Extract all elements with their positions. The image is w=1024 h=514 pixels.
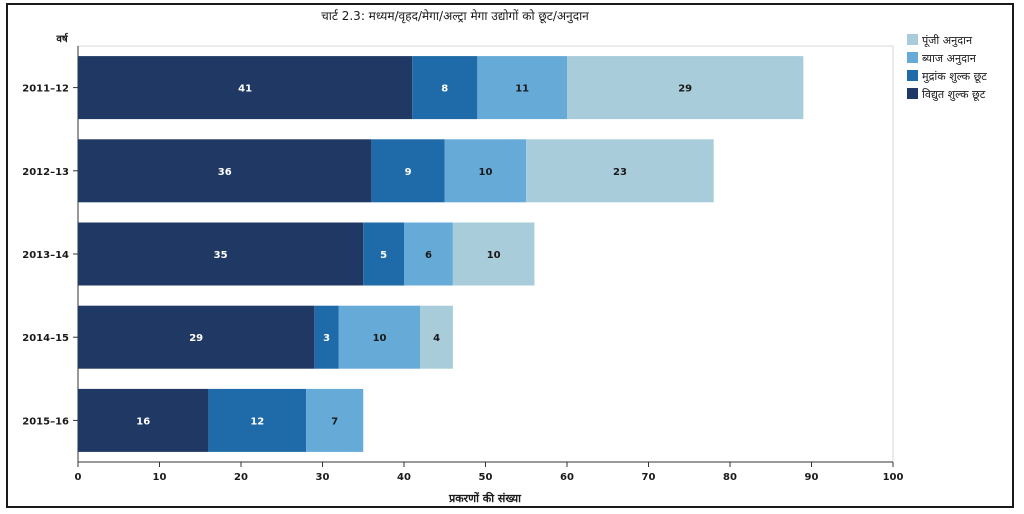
x-tick-label: 50	[479, 472, 493, 483]
legend-label: ब्याज अनुदान	[922, 52, 977, 65]
bar-value-label: 4	[433, 333, 440, 344]
x-tick-label: 40	[397, 472, 411, 483]
x-tick-label: 10	[153, 472, 167, 483]
bar-value-label: 12	[250, 416, 264, 427]
y-tick-label: 2013–14	[22, 250, 69, 261]
bar-value-label: 36	[218, 167, 232, 178]
bar-value-label: 29	[678, 84, 692, 95]
bar-value-label: 8	[441, 84, 448, 95]
bar-segment	[477, 56, 567, 120]
x-tick-label: 100	[883, 472, 904, 483]
legend-swatch	[907, 52, 918, 63]
legend-label: विद्युत शुल्क छूट	[922, 88, 986, 102]
x-tick-label: 60	[560, 472, 574, 483]
bar-segment	[412, 56, 478, 120]
bar-value-label: 10	[479, 167, 493, 178]
plot-area: 0 10 20 30 40 50 60 70 80 90 100 2011–12 41 8 11 29 2012…	[22, 45, 904, 483]
x-axis-label: प्रकरणों की संख्या	[448, 491, 522, 505]
bar-segment	[363, 222, 404, 286]
legend-label: मुद्रांक शुल्क छूट	[922, 70, 987, 84]
y-tick-label: 2015–16	[22, 416, 69, 427]
bar-value-label: 16	[136, 416, 150, 427]
x-tick-label: 20	[234, 472, 248, 483]
y-tick-label: 2012–13	[22, 167, 69, 178]
legend-label: पूंजी अनुदान	[922, 34, 973, 48]
bar-segment	[404, 222, 453, 286]
bar-segment	[306, 388, 364, 452]
x-tick-label: 80	[723, 472, 737, 483]
bar-value-label: 5	[380, 250, 387, 261]
bar-segment	[526, 139, 714, 203]
bar-segment	[371, 139, 445, 203]
bar-value-label: 23	[613, 167, 627, 178]
chart-title: चार्ट 2.3: मध्यम/वृहद/मेगा/अल्ट्रा मेगा …	[321, 9, 589, 24]
bar-segment	[420, 305, 453, 369]
legend-swatch	[907, 70, 918, 81]
bar-value-label: 11	[515, 84, 529, 95]
x-tick-label: 30	[316, 472, 330, 483]
y-tick-label: 2014–15	[22, 333, 69, 344]
bar-value-label: 6	[425, 250, 432, 261]
bar-segment	[78, 139, 372, 203]
bar-value-label: 35	[214, 250, 228, 261]
legend-swatch	[907, 88, 918, 99]
bar-value-label: 10	[373, 333, 387, 344]
y-tick-label: 2011–12	[22, 84, 69, 95]
bar-segment	[78, 305, 315, 369]
legend: पूंजी अनुदान ब्याज अनुदान मुद्रांक शुल्क छ…	[907, 34, 987, 102]
bar-segment	[452, 222, 535, 286]
bar-value-label: 3	[323, 333, 330, 344]
bar-value-label: 29	[189, 333, 203, 344]
bar-segment	[444, 139, 527, 203]
bar-value-label: 9	[405, 167, 412, 178]
bar-value-label: 10	[487, 250, 501, 261]
bar-segment	[567, 56, 804, 120]
y-axis-label: वर्ष	[55, 32, 69, 45]
legend-swatch	[907, 34, 918, 45]
bar-segment	[314, 305, 339, 369]
x-tick-label: 70	[642, 472, 656, 483]
bar-segment	[78, 222, 364, 286]
bar-segment	[78, 56, 413, 120]
bar-value-label: 7	[331, 416, 338, 427]
bar-segment	[338, 305, 421, 369]
bar-segment	[78, 388, 209, 452]
x-tick-label: 0	[75, 472, 82, 483]
bar-value-label: 41	[238, 84, 252, 95]
x-tick-label: 90	[805, 472, 819, 483]
bar-segment	[208, 388, 307, 452]
